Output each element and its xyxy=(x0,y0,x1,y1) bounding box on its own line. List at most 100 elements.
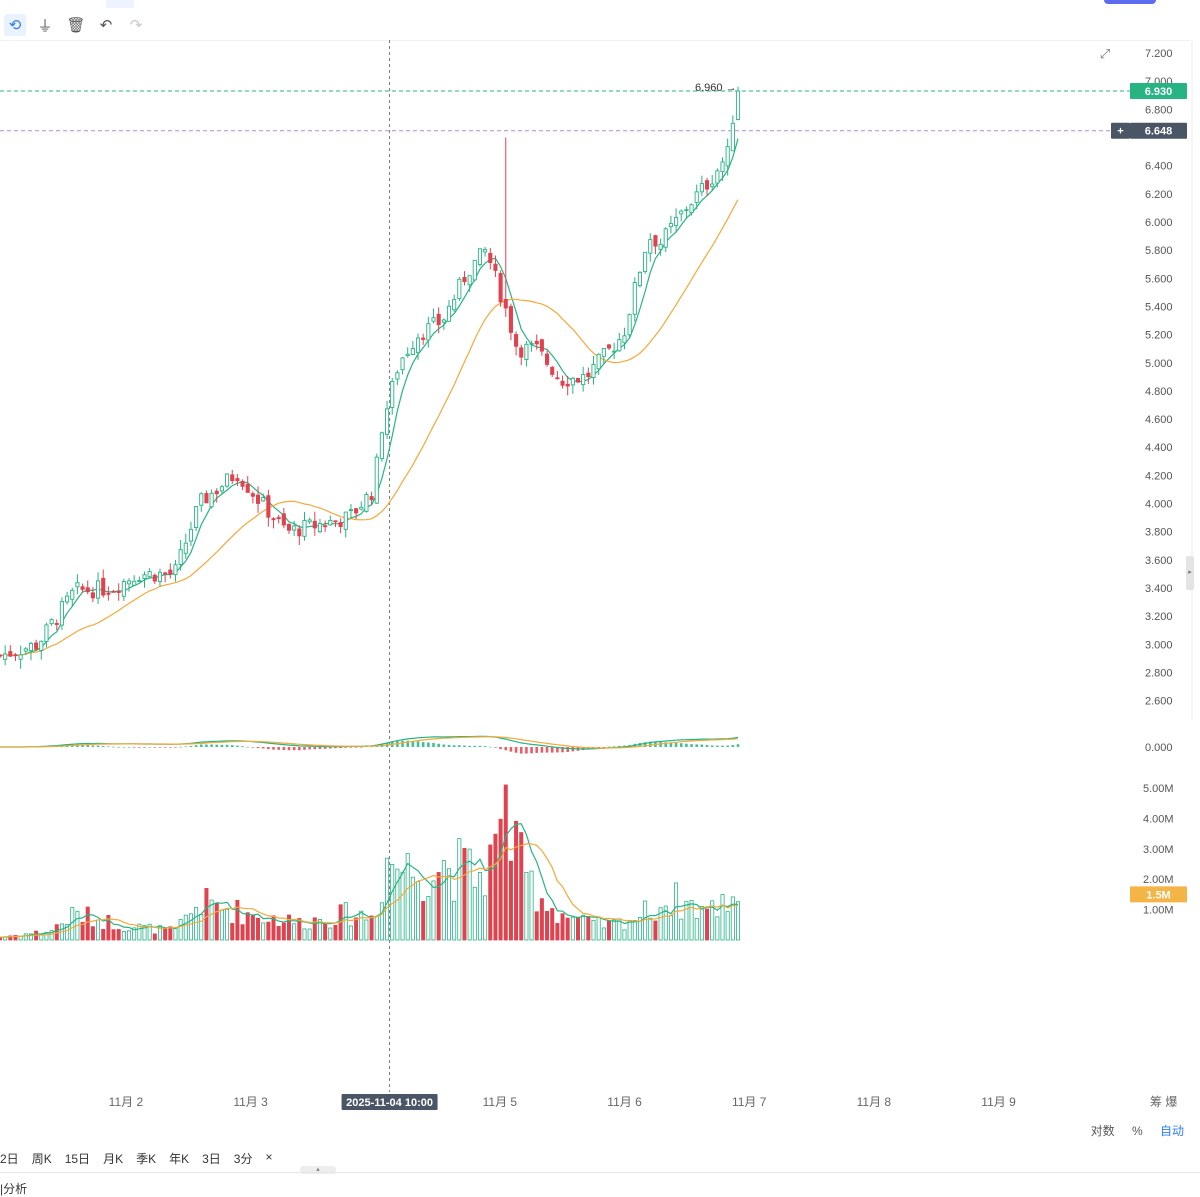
candle xyxy=(328,515,333,526)
macd-histogram-bar xyxy=(561,747,564,753)
macd-histogram-bar xyxy=(669,742,673,747)
macd-histogram-bar xyxy=(349,747,353,748)
volume-bar xyxy=(637,916,642,941)
macd-histogram-bar xyxy=(112,746,115,748)
candle-body xyxy=(59,601,64,626)
volume-bar xyxy=(85,906,90,941)
candle-body xyxy=(8,651,13,657)
candle xyxy=(457,276,462,301)
macd-histogram-bar xyxy=(91,745,95,747)
candle xyxy=(374,453,379,504)
volume-bar xyxy=(132,927,137,941)
macd-histogram-bar xyxy=(241,746,244,747)
fullscreen-icon[interactable]: ⤢ xyxy=(1099,46,1111,61)
candlestick-chart[interactable]: 7.2007.0006.8006.4006.2006.0005.8005.600… xyxy=(0,0,1200,1118)
macd-histogram-bar xyxy=(514,747,518,753)
volume-ma-fast-line xyxy=(0,823,739,938)
candle-body xyxy=(163,572,168,575)
volume-bar xyxy=(452,900,457,941)
volume-bar xyxy=(684,900,689,941)
redo-icon[interactable]: ↷ xyxy=(129,17,143,34)
candle-body xyxy=(575,377,581,383)
volume-bar xyxy=(508,860,513,941)
macd-histogram-bar xyxy=(437,743,440,747)
macd-histogram-bar xyxy=(556,747,559,753)
period-year[interactable]: 年K xyxy=(169,1152,190,1166)
trash-icon[interactable]: 🗑 xyxy=(66,17,86,34)
candle-body xyxy=(591,364,596,378)
volume-bar xyxy=(204,888,209,941)
volume-bar xyxy=(183,914,188,941)
period-week[interactable]: 周K xyxy=(31,1152,52,1166)
macd-histogram-bar xyxy=(679,743,683,747)
macd-histogram-bar xyxy=(597,747,600,748)
candle-body xyxy=(111,590,116,593)
macd-histogram-bar xyxy=(158,747,162,748)
candle xyxy=(735,86,741,121)
log-scale-button[interactable]: 对数 xyxy=(1090,1124,1115,1138)
crosshair-time-label-bg xyxy=(341,1094,438,1110)
macd-histogram-bar xyxy=(354,747,358,748)
macd-histogram-bar xyxy=(427,742,430,747)
candle xyxy=(276,514,281,524)
volume-bar xyxy=(287,914,292,941)
candle-body xyxy=(281,513,286,526)
period-quarter[interactable]: 季K xyxy=(136,1152,157,1166)
period-3d[interactable]: 3日 xyxy=(202,1152,221,1166)
period-15d[interactable]: 15日 xyxy=(64,1152,91,1166)
volume-axis-tick-label: 3.00M xyxy=(1143,844,1174,856)
macd-histogram-bar xyxy=(261,747,265,749)
top-accent-button[interactable] xyxy=(1104,0,1156,4)
last-price-label: 6.930 xyxy=(1130,83,1187,100)
candle xyxy=(498,270,503,307)
volume-bar xyxy=(477,872,482,941)
right-panel-handle-icon[interactable]: ▸ xyxy=(1186,556,1194,590)
percent-scale-button[interactable]: % xyxy=(1131,1124,1143,1138)
macd-histogram-bar xyxy=(659,742,662,747)
macd-histogram-bar xyxy=(716,745,719,747)
volume-bar xyxy=(235,899,240,941)
candle-body xyxy=(199,493,204,506)
candle-body xyxy=(323,525,328,528)
candle-body xyxy=(178,549,183,565)
candle xyxy=(245,476,250,493)
volume-bar xyxy=(689,900,694,941)
macd-histogram-bar xyxy=(685,743,688,747)
volume-bar xyxy=(715,916,720,941)
macd-histogram-bar xyxy=(540,747,544,753)
period-selector: 2日 周K 15日 月K 季K 年K 3日 3分 × xyxy=(0,1150,286,1167)
period-3min[interactable]: 3分 xyxy=(233,1152,253,1166)
macd-histogram-bar xyxy=(674,742,678,747)
analysis-tab-label[interactable]: |分析 xyxy=(0,1182,28,1196)
volume-bar xyxy=(256,917,261,941)
volume-bar xyxy=(359,910,364,941)
candle xyxy=(514,331,519,356)
magnet-icon[interactable]: ⟲ xyxy=(4,14,26,36)
candle xyxy=(106,586,111,601)
candle-body xyxy=(715,170,720,184)
macd-histogram-bar xyxy=(96,745,100,747)
undo-icon[interactable]: ↶ xyxy=(99,17,113,34)
candle xyxy=(121,578,126,602)
candle xyxy=(194,506,199,532)
candle xyxy=(302,512,307,541)
period-2d[interactable]: 2日 xyxy=(0,1152,19,1166)
volume-axis-tick-label: 5.00M xyxy=(1143,783,1174,795)
collapse-icon[interactable]: ▲ xyxy=(300,1166,336,1174)
macd-histogram-bar xyxy=(282,747,286,751)
macd-histogram-bar xyxy=(210,744,213,747)
close-period-icon[interactable]: × xyxy=(265,1150,273,1164)
candle xyxy=(183,533,188,559)
candle xyxy=(539,338,544,356)
volume-bar xyxy=(493,833,498,941)
filter-icon[interactable]: ⏚ xyxy=(37,17,53,35)
candle xyxy=(39,640,44,660)
volume-bar xyxy=(601,927,606,941)
period-month[interactable]: 月K xyxy=(103,1152,124,1166)
macd-histogram-bar xyxy=(700,744,704,747)
auto-scale-button[interactable]: 自动 xyxy=(1159,1124,1184,1138)
volume-bar xyxy=(348,925,353,941)
x-axis-tick-label: 11月 9 xyxy=(981,1095,1016,1109)
macd-histogram-bar xyxy=(736,744,740,747)
macd-histogram-bar xyxy=(86,744,90,747)
